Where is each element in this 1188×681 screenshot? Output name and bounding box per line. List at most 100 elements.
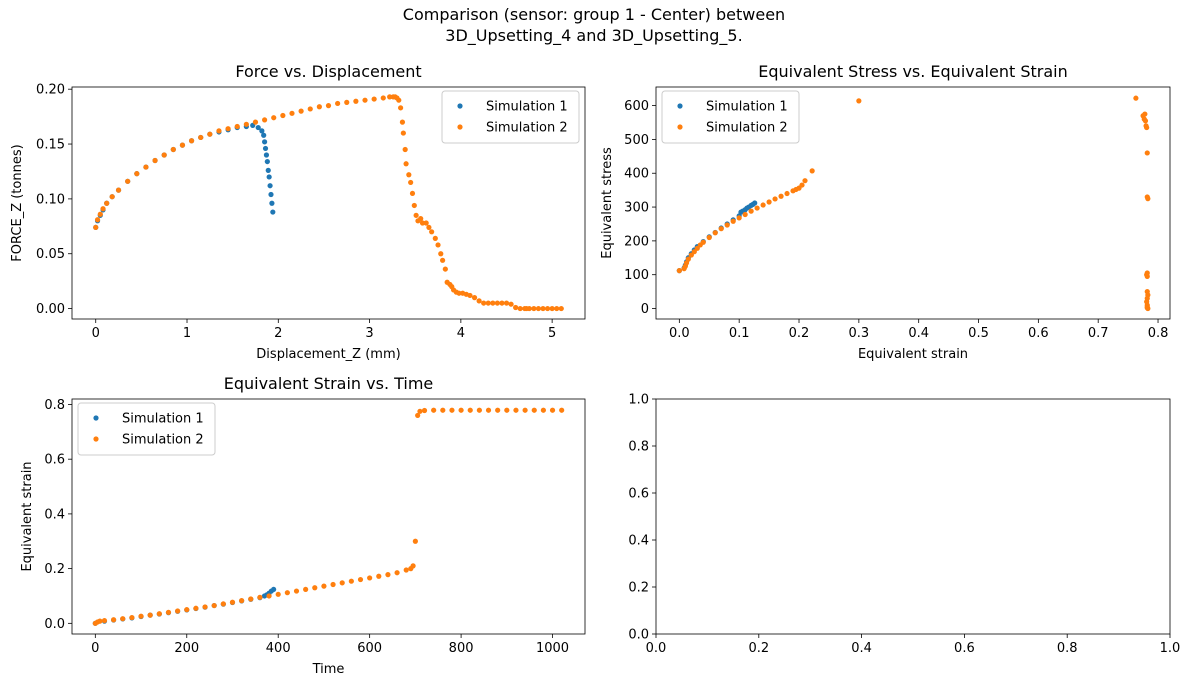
data-point	[559, 407, 565, 413]
data-point	[1133, 95, 1139, 101]
y-axis-label: FORCE_Z (tonnes)	[10, 144, 25, 261]
data-point	[234, 123, 240, 130]
data-point	[442, 266, 448, 272]
axes-frame	[655, 398, 1171, 635]
data-point	[700, 239, 706, 245]
data-point	[540, 305, 546, 312]
data-point	[143, 164, 149, 170]
data-point	[109, 194, 115, 200]
x-tick-label: 0.1	[729, 326, 750, 341]
data-point	[438, 251, 444, 257]
y-tick-label: 0.10	[36, 192, 65, 207]
data-point	[262, 145, 269, 152]
y-tick-label: 0.8	[44, 398, 65, 413]
data-point	[266, 174, 272, 180]
data-point	[688, 252, 694, 258]
data-point	[184, 607, 190, 613]
series-2	[676, 95, 1151, 312]
data-point	[267, 183, 273, 189]
data-point	[399, 119, 406, 125]
data-point	[706, 234, 712, 241]
data-point	[175, 608, 181, 614]
y-tick-label: 600	[624, 99, 649, 114]
legend-marker	[677, 124, 683, 130]
y-tick-label: 300	[624, 201, 649, 216]
data-point	[270, 209, 276, 215]
data-point	[271, 115, 277, 121]
series-1	[92, 586, 277, 626]
data-point	[730, 218, 736, 224]
data-point	[1144, 305, 1150, 311]
y-tick-label: 0.0	[44, 617, 65, 632]
data-point	[298, 108, 304, 114]
y-tick-label: 0.2	[44, 562, 65, 577]
legend-label: Simulation 1	[706, 100, 788, 115]
data-point	[262, 117, 268, 123]
data-point	[394, 570, 400, 576]
data-point	[471, 295, 478, 301]
data-point	[432, 235, 438, 241]
data-point	[531, 407, 537, 413]
x-tick-label: 600	[357, 641, 382, 656]
x-tick-label: 0.6	[1028, 326, 1049, 341]
data-point	[275, 591, 281, 597]
data-point	[499, 300, 505, 306]
x-tick-label: 4	[457, 326, 465, 341]
data-point	[412, 538, 418, 544]
data-point	[325, 103, 332, 109]
legend-marker	[93, 436, 99, 442]
data-point	[526, 305, 532, 312]
data-point	[481, 300, 487, 306]
x-tick-label: 400	[266, 641, 291, 656]
legend-box	[661, 90, 800, 144]
x-tick-label: 3	[365, 326, 373, 341]
data-point	[179, 142, 186, 148]
data-point	[558, 305, 564, 312]
data-point	[504, 407, 510, 413]
data-point	[252, 119, 259, 125]
data-point	[418, 216, 424, 222]
data-point	[440, 407, 446, 413]
data-point	[467, 407, 473, 413]
legend-label: Simulation 2	[706, 121, 788, 136]
data-point	[421, 407, 428, 414]
axes-frame	[655, 86, 1171, 320]
data-point	[239, 598, 245, 604]
y-tick-label: 0.0	[628, 628, 649, 643]
data-point	[262, 139, 268, 145]
data-point	[508, 301, 514, 307]
data-point	[330, 581, 336, 588]
legend-marker	[457, 103, 463, 109]
data-point	[513, 304, 519, 311]
legend-label: Simulation 2	[122, 433, 204, 448]
x-tick-label: 0.0	[646, 641, 667, 656]
data-point	[799, 182, 805, 188]
data-point	[1142, 111, 1148, 117]
data-point	[303, 586, 309, 593]
y-tick-label: 0.4	[44, 507, 65, 522]
data-point	[229, 599, 236, 605]
data-point	[101, 617, 108, 624]
data-point	[754, 205, 760, 211]
data-point	[385, 572, 391, 578]
data-point	[216, 128, 222, 134]
x-tick-label: 2	[274, 326, 282, 341]
legend-label: Simulation 1	[486, 100, 568, 115]
data-point	[97, 618, 103, 624]
y-tick-label: 200	[624, 234, 649, 249]
data-point	[517, 305, 523, 312]
x-tick-label: 0.6	[954, 641, 975, 656]
data-point	[685, 256, 691, 262]
axes-frame	[71, 398, 586, 635]
data-point	[490, 300, 496, 306]
x-tick-label: 0.4	[908, 326, 929, 341]
figure-title-line-1: Comparison (sensor: group 1 - Center) be…	[402, 5, 786, 24]
x-axis-label: Equivalent strain	[858, 347, 968, 362]
legend: Simulation 1 Simulation 2	[77, 402, 216, 456]
data-point	[202, 604, 208, 610]
data-point	[694, 245, 700, 251]
data-point	[429, 229, 435, 235]
x-tick-label: 1	[183, 326, 191, 341]
data-point	[367, 575, 373, 581]
